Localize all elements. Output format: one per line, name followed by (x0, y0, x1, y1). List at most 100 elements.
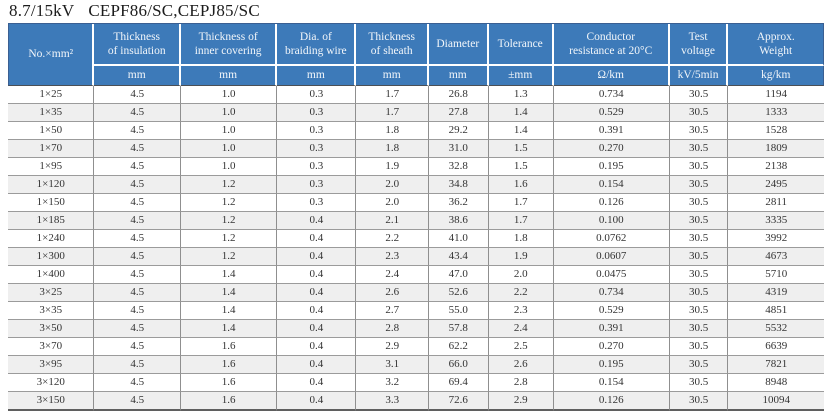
cell: 47.0 (429, 266, 489, 284)
cell: 0.4 (277, 320, 357, 338)
column-header-resistance: Conductor resistance at 20°C (553, 24, 670, 66)
cell: 0.734 (553, 86, 670, 104)
cell: 30.5 (669, 104, 729, 122)
cell: 2.0 (488, 266, 554, 284)
cell: 4.5 (94, 266, 181, 284)
cell: 0.4 (277, 248, 357, 266)
cell: 1.0 (180, 86, 278, 104)
cell: 30.5 (669, 176, 729, 194)
cell: 1.4 (180, 320, 278, 338)
cell: 0.4 (277, 302, 357, 320)
column-header-diameter: Diameter (429, 24, 489, 66)
cell: 1.0 (180, 122, 278, 140)
cell: 0.3 (277, 140, 357, 158)
cell: 30.5 (669, 230, 729, 248)
cell: 30.5 (669, 356, 729, 374)
cell: 0.4 (277, 230, 357, 248)
cell: 1809 (728, 140, 824, 158)
cell: 2.6 (488, 356, 554, 374)
cell: 2.4 (488, 320, 554, 338)
cell: 3×50 (8, 320, 95, 338)
cell: 66.0 (429, 356, 489, 374)
cell: 3335 (728, 212, 824, 230)
cell: 1.0 (180, 104, 278, 122)
cell: 2.4 (356, 266, 429, 284)
cell: 4.5 (94, 302, 181, 320)
cell: 1528 (728, 122, 824, 140)
column-header-inner-covering: Thickness of inner covering (180, 24, 278, 66)
table-row: 1×95 4.5 1.0 0.3 1.9 32.8 1.5 0.195 30.5 2138 (8, 158, 824, 176)
cell: 2.8 (356, 320, 429, 338)
cell: 1.4 (180, 302, 278, 320)
cell: 1.2 (180, 212, 278, 230)
cell: 30.5 (669, 284, 729, 302)
cell: 1.5 (488, 158, 554, 176)
cell: 1.2 (180, 248, 278, 266)
table-body: 1×25 4.5 1.0 0.3 1.7 26.8 1.3 0.734 30.5 1194 1×35… (8, 86, 824, 411)
title-model: CEPF86/SC,CEPJ85/SC (88, 1, 260, 20)
table-row: 3×120 4.5 1.6 0.4 3.2 69.4 2.8 0.154 30.5 8948 (8, 374, 824, 392)
cell: 1.8 (488, 230, 554, 248)
cell: 2.9 (356, 338, 429, 356)
cell: 4.5 (94, 158, 181, 176)
cell: 1.5 (488, 140, 554, 158)
unit-cell-test-voltage: kV/5min (669, 66, 729, 86)
cell: 2.2 (356, 230, 429, 248)
cell: 72.6 (429, 392, 489, 411)
cell: 0.391 (553, 320, 670, 338)
column-header-braiding-wire: Dia. of braiding wire (277, 24, 357, 66)
table-row: 1×240 4.5 1.2 0.4 2.2 41.0 1.8 0.0762 30.5 3992 (8, 230, 824, 248)
cell: 1.0 (180, 140, 278, 158)
column-header-insulation: Thickness of insulation (94, 24, 181, 66)
cell: 1.4 (488, 104, 554, 122)
unit-cell-tolerance: ±mm (488, 66, 554, 86)
cell: 4.5 (94, 86, 181, 104)
cell: 4.5 (94, 338, 181, 356)
table-row: 1×150 4.5 1.2 0.3 2.0 36.2 1.7 0.126 30.5 2811 (8, 194, 824, 212)
cell: 0.4 (277, 284, 357, 302)
unit-cell-braiding-wire: mm (277, 66, 357, 86)
cell: 3.3 (356, 392, 429, 411)
table-row: 3×50 4.5 1.4 0.4 2.8 57.8 2.4 0.391 30.5 5532 (8, 320, 824, 338)
cell: 0.391 (553, 122, 670, 140)
cell: 0.529 (553, 104, 670, 122)
cell: 34.8 (429, 176, 489, 194)
cell: 4673 (728, 248, 824, 266)
cell: 2.0 (356, 194, 429, 212)
cell: 2.8 (488, 374, 554, 392)
cell: 26.8 (429, 86, 489, 104)
cell: 30.5 (669, 212, 729, 230)
cell: 1×50 (8, 122, 95, 140)
cell: 3×150 (8, 392, 95, 411)
cell: 0.4 (277, 338, 357, 356)
table-row: 1×400 4.5 1.4 0.4 2.4 47.0 2.0 0.0475 30.5 5710 (8, 266, 824, 284)
cell: 1.4 (180, 284, 278, 302)
spec-table: No.×mm² Thickness of insulation Thicknes… (8, 23, 824, 411)
table-row: 1×120 4.5 1.2 0.3 2.0 34.8 1.6 0.154 30.5 2495 (8, 176, 824, 194)
unit-cell-resistance: Ω/km (553, 66, 670, 86)
unit-cell-sheath: mm (356, 66, 429, 86)
table-row: 1×50 4.5 1.0 0.3 1.8 29.2 1.4 0.391 30.5 1528 (8, 122, 824, 140)
cell: 1.9 (356, 158, 429, 176)
page-title: 8.7/15kV CEPF86/SC,CEPJ85/SC (9, 2, 830, 20)
cell: 8948 (728, 374, 824, 392)
cell: 1333 (728, 104, 824, 122)
cell: 0.154 (553, 176, 670, 194)
cell: 0.0607 (553, 248, 670, 266)
cell: 30.5 (669, 194, 729, 212)
cell: 2.9 (488, 392, 554, 411)
cell: 0.154 (553, 374, 670, 392)
cell: 1.7 (488, 212, 554, 230)
cell: 1.6 (180, 392, 278, 411)
cell: 4319 (728, 284, 824, 302)
cell: 0.126 (553, 194, 670, 212)
cell: 4.5 (94, 176, 181, 194)
cell: 1×120 (8, 176, 95, 194)
cell: 2.5 (488, 338, 554, 356)
cell: 4.5 (94, 104, 181, 122)
cell: 0.195 (553, 356, 670, 374)
cell: 32.8 (429, 158, 489, 176)
table-row: 1×35 4.5 1.0 0.3 1.7 27.8 1.4 0.529 30.5 1333 (8, 104, 824, 122)
cell: 1.7 (488, 194, 554, 212)
table-row: 1×185 4.5 1.2 0.4 2.1 38.6 1.7 0.100 30.5 3335 (8, 212, 824, 230)
